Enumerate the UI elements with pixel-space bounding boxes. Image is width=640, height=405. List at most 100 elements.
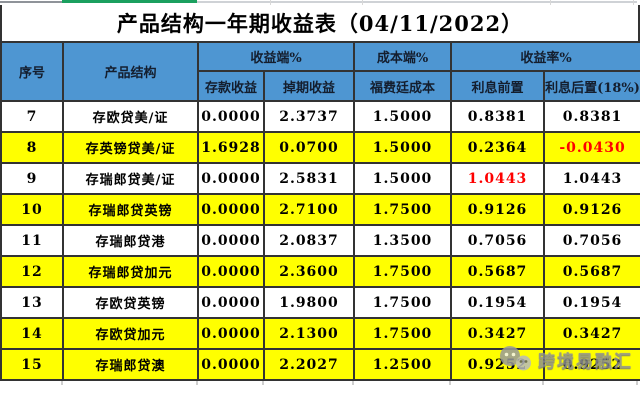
cell-interest-pre: 0.2364 — [450, 131, 546, 164]
cell-forfaiting: 1.5000 — [353, 100, 453, 133]
cell-index: 12 — [0, 255, 64, 288]
sheet-top-edge — [0, 0, 640, 5]
grid-tick — [633, 0, 634, 5]
grid-tick — [61, 381, 63, 385]
header-group-row: 序号 产品结构 收益端% 成本端% 收益率% — [0, 41, 640, 102]
cell-swap: 2.2027 — [262, 348, 356, 381]
cell-swap: 0.0700 — [262, 131, 356, 164]
cell-interest-pre: 0.1954 — [450, 286, 546, 319]
cell-interest-post: 0.1954 — [543, 286, 640, 319]
cell-interest-pre: 0.3427 — [450, 317, 546, 350]
cell-index: 14 — [0, 317, 64, 350]
grid-tick — [636, 381, 638, 385]
table-row: 9 存瑞郎贷美/证 0.0000 2.5831 1.5000 1.0443 1.… — [0, 162, 640, 195]
column-header-index: 序号 — [0, 41, 64, 102]
header-sub-row: 存款收益 掉期收益 福费廷成本 利息前置 利息后置(18%) — [1, 70, 640, 102]
cell-swap: 2.0837 — [262, 224, 356, 257]
cell-swap: 1.9800 — [262, 286, 356, 319]
cell-product: 存欧贷英镑 — [62, 286, 199, 319]
cell-product: 存瑞郎贷英镑 — [62, 193, 199, 226]
cell-index: 10 — [0, 193, 64, 226]
table-row: 10 存瑞郎贷英镑 0.0000 2.7100 1.7500 0.9126 0.… — [0, 193, 640, 226]
cell-swap: 2.3600 — [262, 255, 356, 288]
table-row: 13 存欧贷英镑 0.0000 1.9800 1.7500 0.1954 0.1… — [0, 286, 640, 319]
grid-tick — [352, 381, 354, 385]
column-header-swap-yield: 掉期收益 — [262, 70, 356, 102]
cell-forfaiting: 1.7500 — [353, 286, 453, 319]
grid-tick — [196, 381, 198, 385]
cell-deposit: 0.0000 — [197, 255, 265, 288]
cell-index: 11 — [0, 224, 64, 257]
column-header-interest-pre: 利息前置 — [450, 70, 546, 102]
table-row: 7 存欧贷美/证 0.0000 2.3737 1.5000 0.8381 0.8… — [0, 100, 640, 133]
cell-interest-pre: 0.8381 — [450, 100, 546, 133]
cell-product: 存欧贷美/证 — [62, 100, 199, 133]
cell-forfaiting: 1.7500 — [353, 193, 453, 226]
cell-interest-post: -0.0430 — [543, 131, 640, 164]
cell-interest-post: 0.8381 — [543, 100, 640, 133]
cell-forfaiting: 1.7500 — [353, 255, 453, 288]
cell-swap: 2.3737 — [262, 100, 356, 133]
table-row: 14 存欧贷加元 0.0000 2.1300 1.7500 0.3427 0.3… — [0, 317, 640, 350]
cell-index: 13 — [0, 286, 64, 319]
cell-product: 存瑞郎贷美/证 — [62, 162, 199, 195]
cell-index: 15 — [0, 348, 64, 381]
cell-interest-post: 1.0443 — [543, 162, 640, 195]
group-header-cost: 成本端% — [353, 41, 453, 72]
grid-tick — [262, 381, 264, 385]
cell-deposit: 0.0000 — [197, 317, 265, 350]
cell-deposit: 0.0000 — [197, 348, 265, 381]
cell-forfaiting: 1.2500 — [353, 348, 453, 381]
table-row: 11 存瑞郎贷港 0.0000 2.0837 1.3500 0.7056 0.7… — [0, 224, 640, 257]
selection-border-segment — [62, 0, 197, 3]
grid-tick — [550, 0, 551, 5]
cell-product: 存瑞郎贷加元 — [62, 255, 199, 288]
cell-forfaiting: 1.5000 — [353, 162, 453, 195]
cell-swap: 2.5831 — [262, 162, 356, 195]
grid-edge-segment — [197, 1, 637, 3]
cell-deposit: 1.6928 — [197, 131, 265, 164]
cell-deposit: 0.0000 — [197, 286, 265, 319]
sheet-bottom-edge — [0, 381, 640, 385]
grid-tick — [449, 381, 451, 385]
cell-interest-pre: 0.9252 — [450, 348, 546, 381]
cell-forfaiting: 1.3500 — [353, 224, 453, 257]
cell-interest-post: 0.7056 — [543, 224, 640, 257]
group-header-rate: 收益率% — [450, 41, 640, 72]
cell-swap: 2.7100 — [262, 193, 356, 226]
cell-deposit: 0.0000 — [197, 100, 265, 133]
cell-forfaiting: 1.7500 — [353, 317, 453, 350]
cell-interest-post: 0.9252 — [543, 348, 640, 381]
cell-swap: 2.1300 — [262, 317, 356, 350]
cell-interest-post: 0.5687 — [543, 255, 640, 288]
table-row: 8 存英镑贷美/证 1.6928 0.0700 1.5000 0.2364 -0… — [0, 131, 640, 164]
cell-interest-post: 0.3427 — [543, 317, 640, 350]
cell-deposit: 0.0000 — [197, 193, 265, 226]
page-title: 产品结构一年期收益表（04/11/2022） — [0, 5, 640, 41]
column-header-product: 产品结构 — [62, 41, 199, 102]
cell-interest-pre: 0.7056 — [450, 224, 546, 257]
cell-index: 8 — [0, 131, 64, 164]
grid-tick — [542, 381, 544, 385]
group-header-income: 收益端% — [196, 41, 356, 72]
cell-interest-post: 0.9126 — [543, 193, 640, 226]
cell-product: 存欧贷加元 — [62, 317, 199, 350]
cell-index: 7 — [0, 100, 64, 133]
column-header-interest-post: 利息后置(18%) — [543, 70, 640, 102]
table-row: 12 存瑞郎贷加元 0.0000 2.3600 1.7500 0.5687 0.… — [0, 255, 640, 288]
column-header-deposit-yield: 存款收益 — [197, 70, 265, 102]
cell-product: 存英镑贷美/证 — [62, 131, 199, 164]
cell-product: 存瑞郎贷港 — [62, 224, 199, 257]
cell-interest-pre: 1.0443 — [450, 162, 546, 195]
cell-deposit: 0.0000 — [197, 224, 265, 257]
cell-interest-pre: 0.5687 — [450, 255, 546, 288]
yield-table: 序号 产品结构 收益端% 成本端% 收益率% 存款收益 掉期收益 福费廷成本 利… — [0, 41, 640, 381]
cell-forfaiting: 1.5000 — [353, 131, 453, 164]
table-row: 15 存瑞郎贷澳 0.0000 2.2027 1.2500 0.9252 0.9… — [0, 348, 640, 381]
cell-product: 存瑞郎贷澳 — [62, 348, 199, 381]
grid-tick — [362, 0, 363, 5]
column-header-forfaiting: 福费廷成本 — [353, 70, 453, 102]
cell-interest-pre: 0.9126 — [450, 193, 546, 226]
cell-deposit: 0.0000 — [197, 162, 265, 195]
grid-tick — [270, 0, 271, 5]
